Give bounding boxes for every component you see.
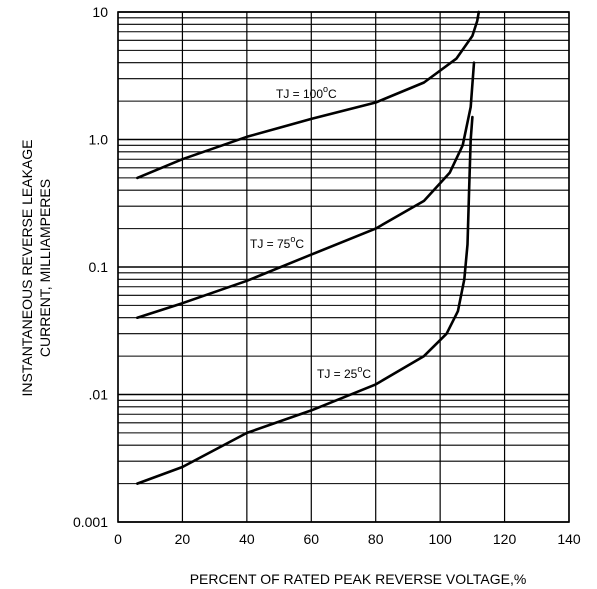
x-tick-label: 60 xyxy=(303,531,319,547)
x-tick-label: 0 xyxy=(114,531,122,547)
curve-label: TJ = 75oC xyxy=(250,234,304,251)
y-tick-label: .01 xyxy=(89,387,109,403)
curve-label-text: TJ = 75 xyxy=(250,237,291,251)
grid-layer xyxy=(117,11,570,523)
curve-line xyxy=(136,10,481,180)
x-tick-label: 100 xyxy=(428,531,452,547)
curve-label-degree: o xyxy=(357,364,362,374)
plot-frame xyxy=(117,11,570,523)
curve-label-unit: C xyxy=(328,87,337,101)
y-tick-label: 1.0 xyxy=(89,132,109,148)
curve-label: TJ = 100oC xyxy=(276,84,337,101)
x-tick-label: 40 xyxy=(239,531,255,547)
y-tick-label: 10 xyxy=(92,4,108,20)
axis-layer: 0 20 40 60 80 100 120 140 0.001 .01 0.1 1.0 10 xyxy=(73,4,581,547)
curve-label-degree: o xyxy=(290,234,295,244)
curve-layer xyxy=(136,10,481,485)
x-tick-label: 140 xyxy=(557,531,581,547)
x-tick-label: 80 xyxy=(368,531,384,547)
y-tick-label: 0.001 xyxy=(73,514,108,530)
curve-label-degree: o xyxy=(323,84,328,94)
curve-line xyxy=(136,61,476,319)
curve-label-unit: C xyxy=(362,367,371,381)
curve-label-unit: C xyxy=(295,237,304,251)
curve-label: TJ = 25oC xyxy=(317,364,371,381)
x-tick-label: 20 xyxy=(175,531,191,547)
curve-label-text: TJ = 25 xyxy=(317,367,358,381)
x-tick-label: 120 xyxy=(493,531,517,547)
curve-label-text: TJ = 100 xyxy=(276,87,323,101)
y-axis-title-line2: CURRENT, MILLIAMPERES xyxy=(37,179,53,357)
x-axis-title: PERCENT OF RATED PEAK REVERSE VOLTAGE,% xyxy=(190,571,527,587)
y-tick-label: 0.1 xyxy=(89,259,109,275)
curve-line xyxy=(136,115,474,485)
y-axis-title-line1: INSTANTANEOUS REVERSE LEAKAGE xyxy=(19,140,35,397)
